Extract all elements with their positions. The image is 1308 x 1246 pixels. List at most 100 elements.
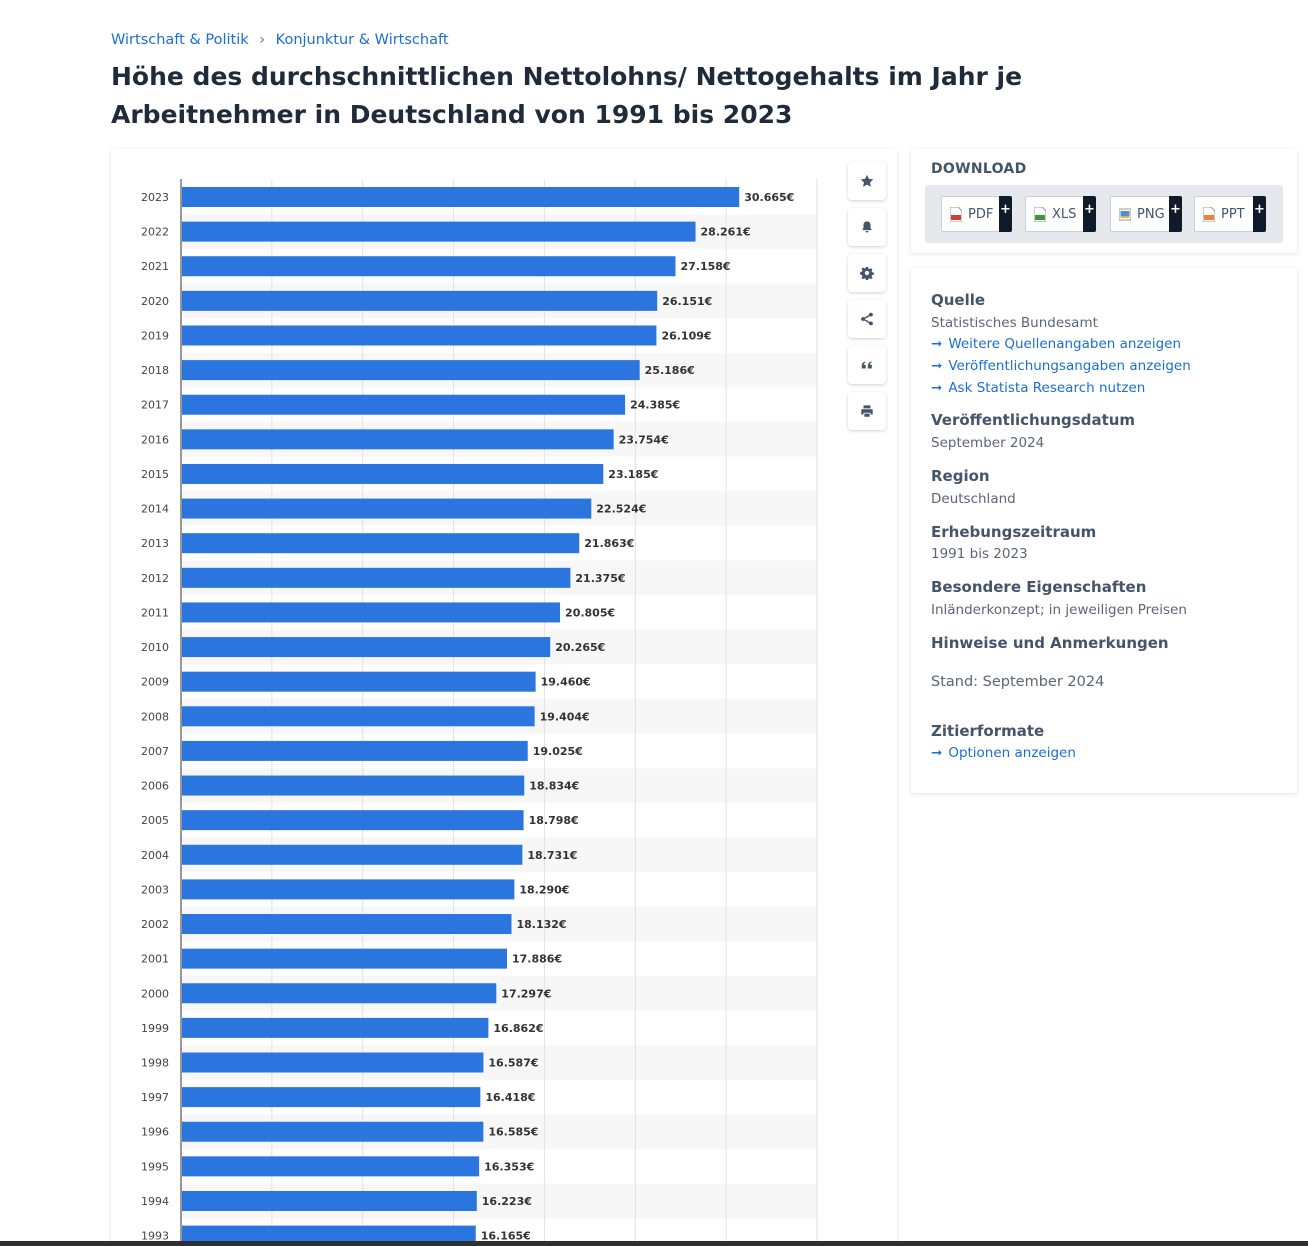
bar-2008[interactable] bbox=[182, 706, 535, 727]
print-button[interactable] bbox=[848, 392, 886, 430]
bar-2017[interactable] bbox=[182, 394, 626, 415]
link-more-sources[interactable]: ➞ Weitere Quellenangaben anzeigen bbox=[931, 336, 1181, 352]
bar-2010[interactable] bbox=[182, 637, 551, 658]
settings-button[interactable] bbox=[848, 254, 886, 292]
year-tick-label: 2003 bbox=[141, 883, 169, 896]
bar-2014[interactable] bbox=[182, 498, 592, 519]
bar-chart: 30.665€ 2023 28.261€ 2022 27.158€ 2021 26.151€… bbox=[141, 179, 818, 1246]
arrow-right-icon: ➞ bbox=[931, 745, 943, 761]
bar-1995[interactable] bbox=[182, 1156, 480, 1177]
png-file-icon bbox=[1119, 208, 1131, 220]
year-tick-label: 2005 bbox=[141, 814, 169, 827]
bar-2012[interactable] bbox=[182, 567, 571, 588]
year-tick-label: 2014 bbox=[141, 503, 169, 516]
bar-2007[interactable] bbox=[182, 740, 528, 761]
download-png-plus[interactable]: + bbox=[1169, 196, 1182, 232]
favorite-button[interactable] bbox=[848, 162, 886, 200]
bar-2006[interactable] bbox=[182, 775, 525, 796]
bar-value-label: 16.587€ bbox=[488, 1057, 538, 1070]
star-icon bbox=[860, 174, 874, 187]
period-value: 1991 bis 2023 bbox=[931, 546, 1028, 562]
bar-2015[interactable] bbox=[182, 463, 604, 484]
year-tick-label: 2020 bbox=[141, 295, 169, 308]
download-xls-label: XLS bbox=[1052, 206, 1077, 222]
bar-value-label: 18.290€ bbox=[519, 883, 569, 896]
bar-value-label: 18.132€ bbox=[516, 918, 566, 931]
bar-1996[interactable] bbox=[182, 1121, 484, 1142]
bar-2019[interactable] bbox=[182, 325, 657, 346]
bar-2011[interactable] bbox=[182, 602, 561, 623]
download-ppt-label: PPT bbox=[1221, 206, 1245, 222]
bar-2023[interactable] bbox=[182, 187, 740, 207]
region-heading: Region bbox=[931, 467, 990, 485]
bar-2001[interactable] bbox=[182, 948, 508, 969]
year-tick-label: 2001 bbox=[141, 953, 169, 966]
bar-2021[interactable] bbox=[182, 256, 676, 277]
bar-2016[interactable] bbox=[182, 429, 614, 450]
year-tick-label: 2002 bbox=[141, 918, 169, 931]
download-heading: DOWNLOAD bbox=[931, 161, 1027, 177]
year-tick-label: 2004 bbox=[141, 849, 169, 862]
year-tick-label: 2011 bbox=[141, 606, 169, 619]
bar-value-label: 16.862€ bbox=[493, 1022, 543, 1035]
bar-1997[interactable] bbox=[182, 1087, 481, 1108]
bar-value-label: 21.375€ bbox=[575, 572, 625, 585]
bar-1998[interactable] bbox=[182, 1052, 484, 1073]
bar-value-label: 19.404€ bbox=[540, 710, 590, 723]
gear-icon bbox=[860, 266, 874, 280]
source-value: Statistisches Bundesamt bbox=[931, 315, 1098, 331]
link-cite-options[interactable]: ➞ Optionen anzeigen bbox=[931, 745, 1076, 761]
notification-button[interactable] bbox=[848, 208, 886, 246]
download-bar: PDF + XLS + PNG + PPT + bbox=[925, 185, 1283, 243]
year-tick-label: 2013 bbox=[141, 537, 169, 550]
breadcrumb-link-konjunktur[interactable]: Konjunktur & Wirtschaft bbox=[275, 32, 449, 48]
bar-2022[interactable] bbox=[182, 221, 696, 242]
bar-2000[interactable] bbox=[182, 983, 497, 1004]
link-ask-research[interactable]: ➞ Ask Statista Research nutzen bbox=[931, 380, 1145, 396]
special-value: Inländerkonzept; in jeweiligen Preisen bbox=[931, 602, 1187, 618]
download-pdf-plus[interactable]: + bbox=[999, 196, 1012, 232]
year-tick-label: 2009 bbox=[141, 676, 169, 689]
share-button[interactable] bbox=[848, 300, 886, 338]
xls-file-icon bbox=[1034, 206, 1046, 222]
bar-2009[interactable] bbox=[182, 671, 536, 692]
bar-value-label: 16.223€ bbox=[482, 1195, 532, 1208]
bottom-edge bbox=[0, 1241, 1308, 1246]
pdf-file-icon bbox=[950, 206, 962, 222]
bar-2004[interactable] bbox=[182, 844, 523, 865]
bar-2002[interactable] bbox=[182, 914, 512, 935]
bar-value-label: 21.863€ bbox=[584, 537, 634, 550]
notes-value: Stand: September 2024 bbox=[931, 674, 1105, 690]
year-tick-label: 1997 bbox=[141, 1091, 169, 1104]
notes-heading: Hinweise und Anmerkungen bbox=[931, 634, 1169, 652]
year-tick-label: 1996 bbox=[141, 1126, 169, 1139]
bar-2018[interactable] bbox=[182, 360, 640, 381]
breadcrumb-link-wirtschaft-politik[interactable]: Wirtschaft & Politik bbox=[111, 32, 249, 48]
arrow-right-icon: ➞ bbox=[931, 380, 943, 396]
bar-value-label: 19.025€ bbox=[533, 745, 583, 758]
bar-2005[interactable] bbox=[182, 810, 524, 831]
cite-heading: Zitierformate bbox=[931, 722, 1045, 740]
cite-button[interactable] bbox=[848, 346, 886, 384]
bar-1994[interactable] bbox=[182, 1190, 477, 1211]
bar-2013[interactable] bbox=[182, 533, 580, 554]
bar-2020[interactable] bbox=[182, 290, 658, 311]
region-value: Deutschland bbox=[931, 491, 1016, 507]
download-xls-plus[interactable]: + bbox=[1083, 196, 1096, 232]
bar-value-label: 18.834€ bbox=[529, 780, 579, 793]
bar-value-label: 16.418€ bbox=[485, 1091, 535, 1104]
bell-icon bbox=[862, 221, 872, 233]
arrow-right-icon: ➞ bbox=[931, 336, 943, 352]
download-card: DOWNLOAD PDF + XLS + PNG + PPT + bbox=[911, 149, 1297, 253]
bar-value-label: 19.460€ bbox=[541, 676, 591, 689]
year-tick-label: 1999 bbox=[141, 1022, 169, 1035]
period-heading: Erhebungszeitraum bbox=[931, 523, 1097, 541]
download-ppt-plus[interactable]: + bbox=[1253, 196, 1266, 232]
link-publication-details[interactable]: ➞ Veröffentlichungsangaben anzeigen bbox=[931, 358, 1191, 374]
bar-value-label: 16.585€ bbox=[488, 1126, 538, 1139]
bar-1999[interactable] bbox=[182, 1017, 489, 1038]
bar-2003[interactable] bbox=[182, 879, 515, 900]
bar-1993[interactable] bbox=[182, 1225, 476, 1246]
pub-date-value: September 2024 bbox=[931, 435, 1045, 451]
